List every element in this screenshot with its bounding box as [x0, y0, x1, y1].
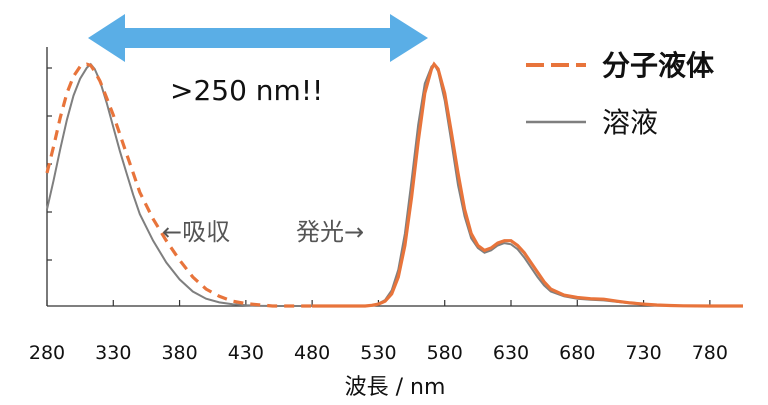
x-tick-label: 730: [625, 342, 661, 364]
x-tick-label: 480: [294, 342, 330, 364]
series-solution-line: [46, 62, 743, 307]
series-molecular-liquid-absorption-line: [45, 62, 313, 308]
series-molecular-liquid-line: [312, 61, 743, 308]
gap-arrow: [88, 14, 428, 62]
x-tick-label: 680: [559, 342, 595, 364]
x-tick-label: 280: [29, 342, 65, 364]
legend-label-solution: 溶液: [602, 106, 658, 139]
x-tick-label: 630: [493, 342, 529, 364]
legend-label-molecular-liquid: 分子液体: [602, 49, 715, 82]
x-tick-labels: 280 330 380 430 480 530 580 630 680 730 780: [29, 342, 728, 364]
x-tick-label: 780: [692, 342, 728, 364]
x-tick-label: 530: [360, 342, 396, 364]
gap-arrow-shape: [88, 14, 428, 62]
x-tick-label: 430: [228, 342, 264, 364]
gap-label: >250 nm!!: [170, 74, 323, 107]
legend: 分子液体 溶液: [526, 49, 715, 139]
x-tick-label: 330: [95, 342, 131, 364]
x-axis-label: 波長 / nm: [345, 375, 446, 400]
x-tick-label: 380: [161, 342, 197, 364]
emission-label: 発光→: [296, 218, 364, 246]
absorption-label: ←吸収: [162, 218, 230, 246]
x-tick-label: 580: [427, 342, 463, 364]
